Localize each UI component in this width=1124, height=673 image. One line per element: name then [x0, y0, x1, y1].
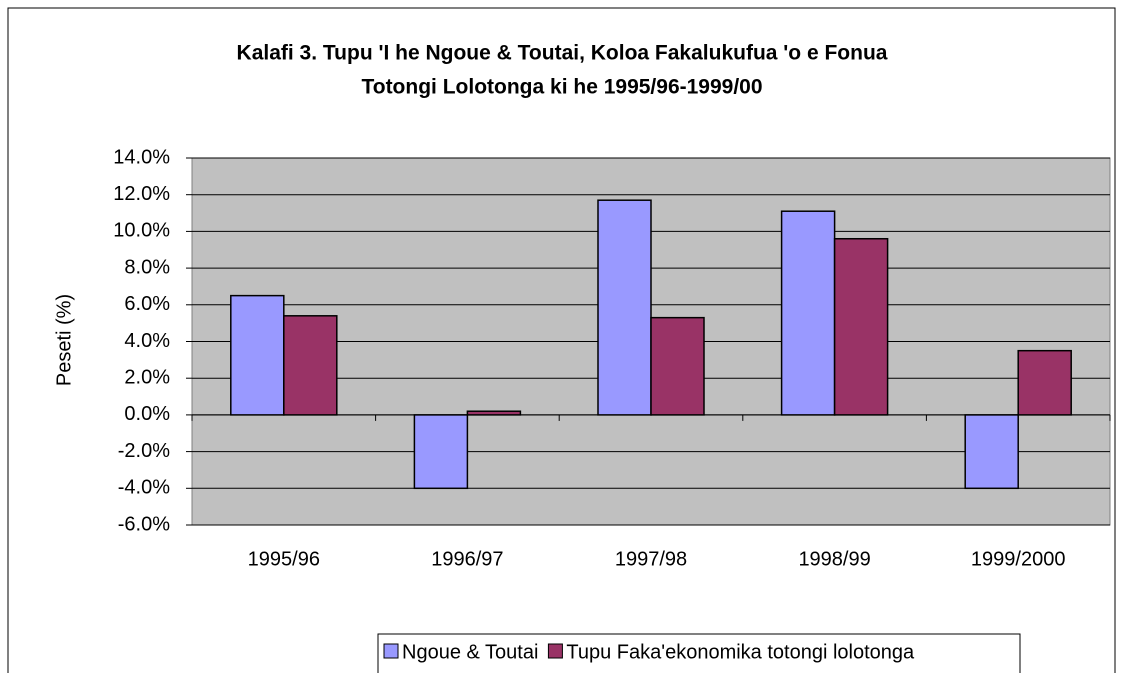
x-tick-label: 1996/97 — [431, 548, 503, 570]
y-axis-label: Peseti (%) — [53, 294, 75, 386]
y-tick-label: -2.0% — [118, 440, 170, 462]
bar — [650, 316, 705, 416]
bar — [466, 410, 522, 416]
y-tick-label: 8.0% — [124, 256, 170, 278]
bar — [283, 315, 338, 416]
y-tick-label: 12.0% — [113, 183, 170, 205]
bar — [780, 210, 836, 416]
bar — [597, 199, 652, 416]
legend-swatch — [547, 643, 563, 659]
x-tick-label: 1999/2000 — [971, 548, 1066, 570]
y-tick-label: 0.0% — [124, 403, 170, 425]
y-tick-label: 4.0% — [124, 330, 170, 352]
legend-label: Ngoue & Toutai — [402, 641, 538, 663]
y-tick-label: 14.0% — [113, 146, 170, 168]
bar — [1017, 349, 1072, 416]
bar — [230, 294, 285, 416]
chart-title: Totongi Lolotonga ki he 1995/96-1999/00 — [361, 76, 762, 99]
y-tick-label: 6.0% — [124, 293, 170, 315]
x-tick-label: 1998/99 — [798, 548, 870, 570]
y-tick-label: -4.0% — [118, 477, 170, 499]
legend-box — [377, 633, 1021, 673]
x-tick-label: 1997/98 — [615, 548, 687, 570]
y-tick-label: -6.0% — [118, 513, 170, 535]
y-tick-label: 2.0% — [124, 366, 170, 388]
legend-swatch — [383, 643, 399, 659]
x-tick-label: 1995/96 — [248, 548, 320, 570]
bar — [833, 237, 889, 416]
bar — [964, 414, 1019, 490]
y-tick-label: 10.0% — [113, 220, 170, 242]
chart-title: Kalafi 3. Tupu 'I he Ngoue & Toutai, Kol… — [237, 42, 888, 65]
bar — [413, 414, 469, 490]
legend-label: Tupu Faka'ekonomika totongi lolotonga — [566, 641, 915, 663]
